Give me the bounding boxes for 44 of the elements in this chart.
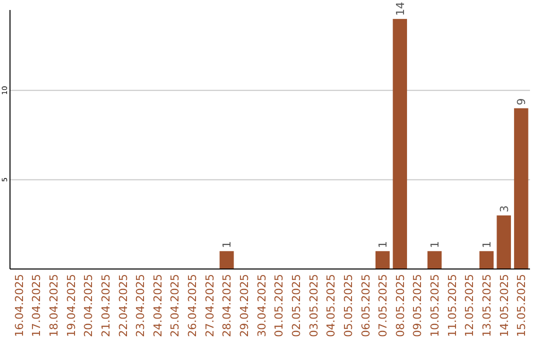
x-tick-label: 29.04.2025: [238, 274, 252, 337]
x-tick-label: 14.05.2025: [498, 274, 511, 337]
x-tick-label: 22.04.2025: [116, 274, 130, 337]
data-label: 1: [480, 241, 494, 248]
x-tick-label: 16.04.2025: [12, 274, 26, 337]
x-tick-label: 30.04.2025: [255, 274, 268, 337]
x-tick-label: 07.05.2025: [376, 274, 390, 337]
x-tick-label: 10.05.2025: [428, 274, 442, 337]
x-tick-label: 18.04.2025: [47, 274, 60, 337]
bar: [375, 251, 390, 269]
bar: [220, 251, 234, 269]
x-tick-label: 15.05.2025: [515, 274, 528, 337]
x-tick-label: 08.05.2025: [394, 274, 407, 337]
data-label: 3: [498, 205, 511, 212]
x-tick-label: 11.05.2025: [446, 274, 459, 337]
x-tick-label: 26.04.2025: [186, 274, 200, 337]
data-label: 9: [515, 98, 528, 106]
x-tick-label: 13.05.2025: [480, 274, 494, 337]
x-tick-label: 06.05.2025: [359, 274, 372, 337]
x-tick-label: 17.04.2025: [30, 274, 44, 337]
x-tick-label: 04.05.2025: [324, 274, 338, 337]
data-label: 1: [428, 241, 442, 248]
x-tick-label: 09.05.2025: [411, 274, 424, 337]
x-tick-label: 23.04.2025: [134, 274, 148, 337]
data-label: 14: [394, 2, 407, 16]
x-tick-label: 21.04.2025: [99, 274, 112, 337]
bar: [479, 251, 494, 269]
data-label: 1: [376, 241, 390, 248]
bar: [514, 108, 528, 269]
x-tick-label: 02.05.2025: [290, 274, 303, 337]
bar: [496, 215, 511, 269]
x-tick-label: 05.05.2025: [342, 274, 355, 337]
x-tick-label: 01.05.2025: [272, 274, 286, 337]
x-tick-label: 19.04.2025: [64, 274, 78, 337]
data-label: 1: [220, 241, 234, 248]
x-tick-label: 27.04.2025: [203, 274, 216, 337]
x-tick-label: 24.04.2025: [151, 274, 164, 337]
x-tick-label: 28.04.2025: [220, 274, 234, 337]
x-tick-label: 12.05.2025: [463, 274, 476, 337]
x-tick-label: 03.05.2025: [307, 274, 320, 337]
bar: [392, 18, 408, 269]
x-tick-label: 20.04.2025: [82, 274, 96, 337]
x-tick-label: 25.04.2025: [168, 274, 182, 337]
bar: [427, 251, 442, 269]
